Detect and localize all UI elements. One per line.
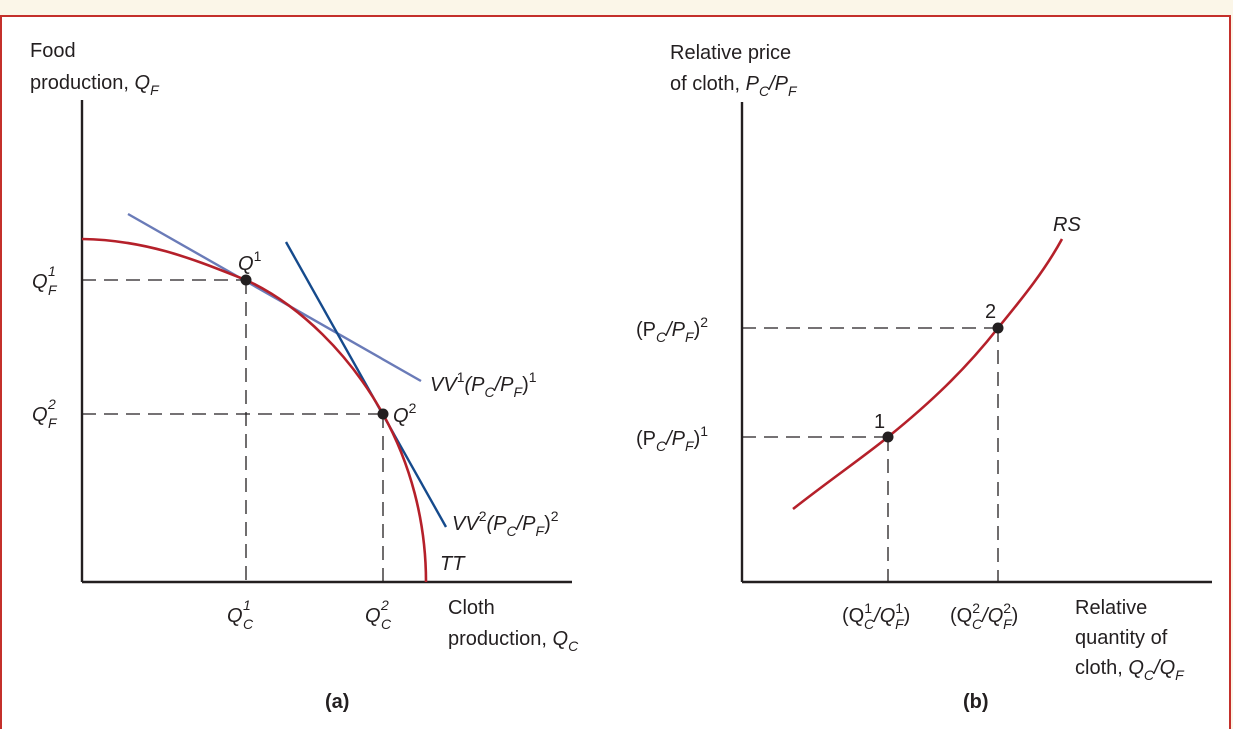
panel-a-x-label-line1: Cloth bbox=[448, 597, 495, 619]
panel-b-x-label-line1: Relative bbox=[1075, 597, 1147, 619]
vv2-label: VV2(PC/PF)2 bbox=[452, 508, 559, 539]
panel-b-x-label-line2: quantity of bbox=[1075, 627, 1168, 649]
panel-b-caption: (b) bbox=[963, 691, 989, 713]
panel-a-caption: (a) bbox=[325, 691, 349, 713]
tt-curve bbox=[81, 237, 428, 583]
qc1-label: Q bbox=[227, 605, 243, 627]
price1-label: (PC/PF)1 bbox=[636, 423, 708, 454]
vv1-line bbox=[127, 212, 422, 383]
panel-b-x-label-line3: cloth, QC/QF bbox=[1075, 657, 1185, 683]
panel-a-y-label-line2: production, QF bbox=[30, 72, 160, 98]
rs-label: RS bbox=[1053, 214, 1081, 236]
qf2-label: Q bbox=[32, 404, 48, 426]
panel-b: 1 2 RS Relative price of cloth, PC/PF Re… bbox=[636, 42, 1212, 713]
qc2-sup: 2 bbox=[380, 597, 389, 613]
point-1-label: 1 bbox=[874, 411, 885, 433]
qty2-label: (Q2 C/Q2 F) bbox=[950, 600, 1018, 632]
point-2-label: 2 bbox=[985, 301, 996, 323]
panel-b-y-label-line2: of cloth, PC/PF bbox=[670, 73, 798, 99]
panel-b-y-label-line1: Relative price bbox=[670, 42, 791, 64]
qty1-label: (Q1 C/Q1 F) bbox=[842, 600, 910, 632]
price2-label: (PC/PF)2 bbox=[636, 314, 708, 345]
qf2-sup: 2 bbox=[47, 396, 56, 412]
point-q1-label: Q1 bbox=[238, 248, 262, 275]
vv1-label: VV1(PC/PF)1 bbox=[430, 369, 537, 400]
qf1-sub: F bbox=[48, 282, 58, 298]
point-2 bbox=[992, 322, 1004, 334]
panel-a: Food production, QF Cloth production, QC… bbox=[30, 40, 579, 713]
point-q2 bbox=[377, 408, 389, 420]
qf1-sup: 1 bbox=[48, 263, 56, 279]
rs-curve bbox=[792, 238, 1064, 511]
point-1 bbox=[882, 431, 894, 443]
point-q1 bbox=[240, 274, 252, 286]
qc1-sub: C bbox=[243, 616, 254, 632]
panel-a-x-label-line2: production, QC bbox=[448, 628, 579, 654]
point-q2-label: Q2 bbox=[393, 400, 417, 427]
qc2-sub: C bbox=[381, 616, 392, 632]
qf1-label: Q bbox=[32, 271, 48, 293]
figure-frame bbox=[0, 15, 1231, 729]
qc1-sup: 1 bbox=[243, 597, 251, 613]
tt-label: TT bbox=[440, 553, 466, 575]
qf2-sub: F bbox=[48, 415, 58, 431]
qc2-label: Q bbox=[365, 605, 381, 627]
panel-a-y-label-line1: Food bbox=[30, 40, 76, 62]
